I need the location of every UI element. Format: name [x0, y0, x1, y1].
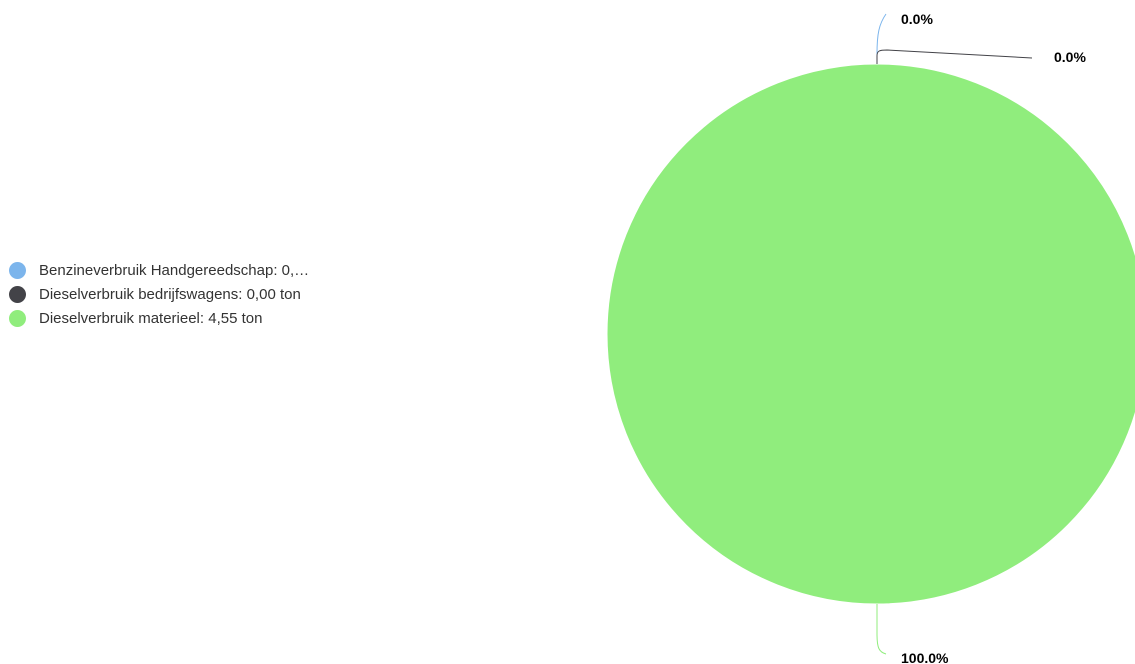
pie-slice-2[interactable]	[606, 63, 1135, 605]
legend-marker-dark	[9, 285, 26, 303]
legend-marker-green	[9, 309, 26, 327]
legend-label: Dieselverbruik bedrijfswagens: 0,00 ton	[39, 285, 301, 303]
legend-label: Dieselverbruik materieel: 4,55 ton	[39, 309, 263, 327]
data-label-2: 100.0%	[901, 650, 949, 664]
legend-item-diesel-bedrijfswagens[interactable]: Dieselverbruik bedrijfswagens: 0,00 ton	[9, 282, 429, 306]
legend-marker-blue	[9, 261, 26, 279]
data-label-connector-1	[876, 49, 1033, 64]
legend-item-diesel-materieel[interactable]: Dieselverbruik materieel: 4,55 ton	[9, 306, 429, 330]
data-label-0: 0.0%	[901, 11, 933, 27]
legend-item-benzine-handgereedschap[interactable]: Benzineverbruik Handgereedschap: 0,…	[9, 258, 429, 282]
legend: Benzineverbruik Handgereedschap: 0,… Die…	[9, 258, 429, 330]
data-label-1: 0.0%	[1054, 49, 1086, 65]
data-label-connector-0	[876, 13, 887, 64]
legend-label: Benzineverbruik Handgereedschap: 0,…	[39, 261, 310, 279]
data-label-connector-2	[876, 604, 887, 655]
